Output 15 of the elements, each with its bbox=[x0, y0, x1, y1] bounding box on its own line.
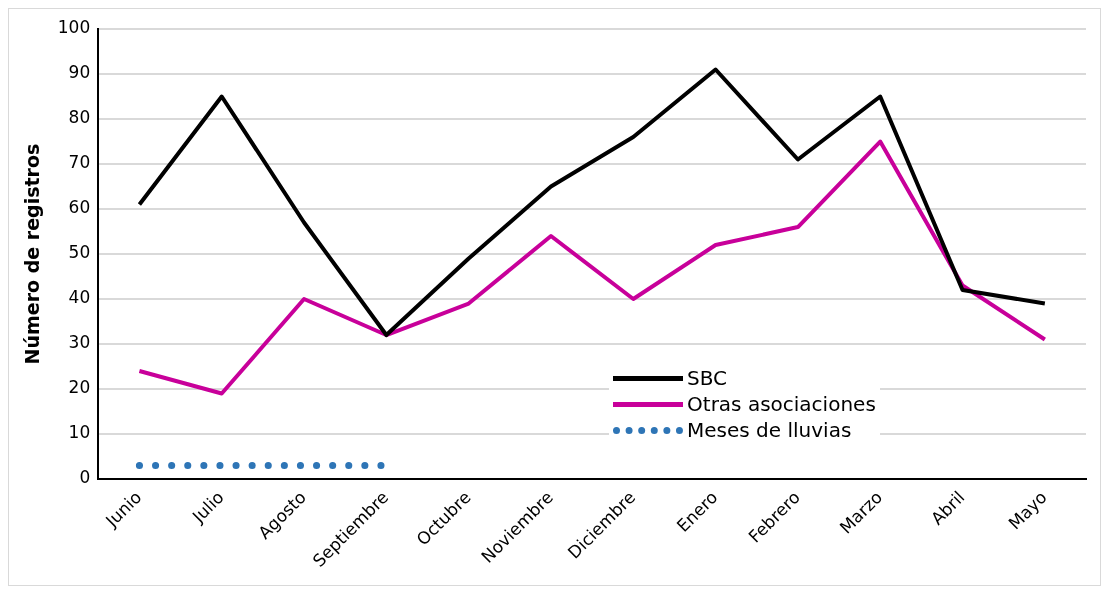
y-tick-label: 10 bbox=[68, 422, 91, 443]
y-tick-label: 20 bbox=[68, 377, 91, 398]
y-tick-label: 40 bbox=[68, 287, 91, 308]
legend-label: Otras asociaciones bbox=[687, 392, 876, 416]
y-tick-label: 60 bbox=[68, 197, 91, 218]
y-tick-label: 80 bbox=[68, 107, 91, 128]
y-axis-title: Número de registros bbox=[21, 143, 44, 365]
legend-label: SBC bbox=[687, 366, 728, 390]
y-tick-label: 0 bbox=[79, 467, 91, 488]
y-tick-label: 50 bbox=[68, 242, 91, 263]
y-tick-label: 90 bbox=[68, 62, 91, 83]
y-tick-label: 30 bbox=[68, 332, 91, 353]
y-tick-label: 70 bbox=[68, 152, 91, 173]
legend-label: Meses de lluvias bbox=[687, 418, 852, 442]
y-tick-label: 100 bbox=[57, 17, 91, 38]
